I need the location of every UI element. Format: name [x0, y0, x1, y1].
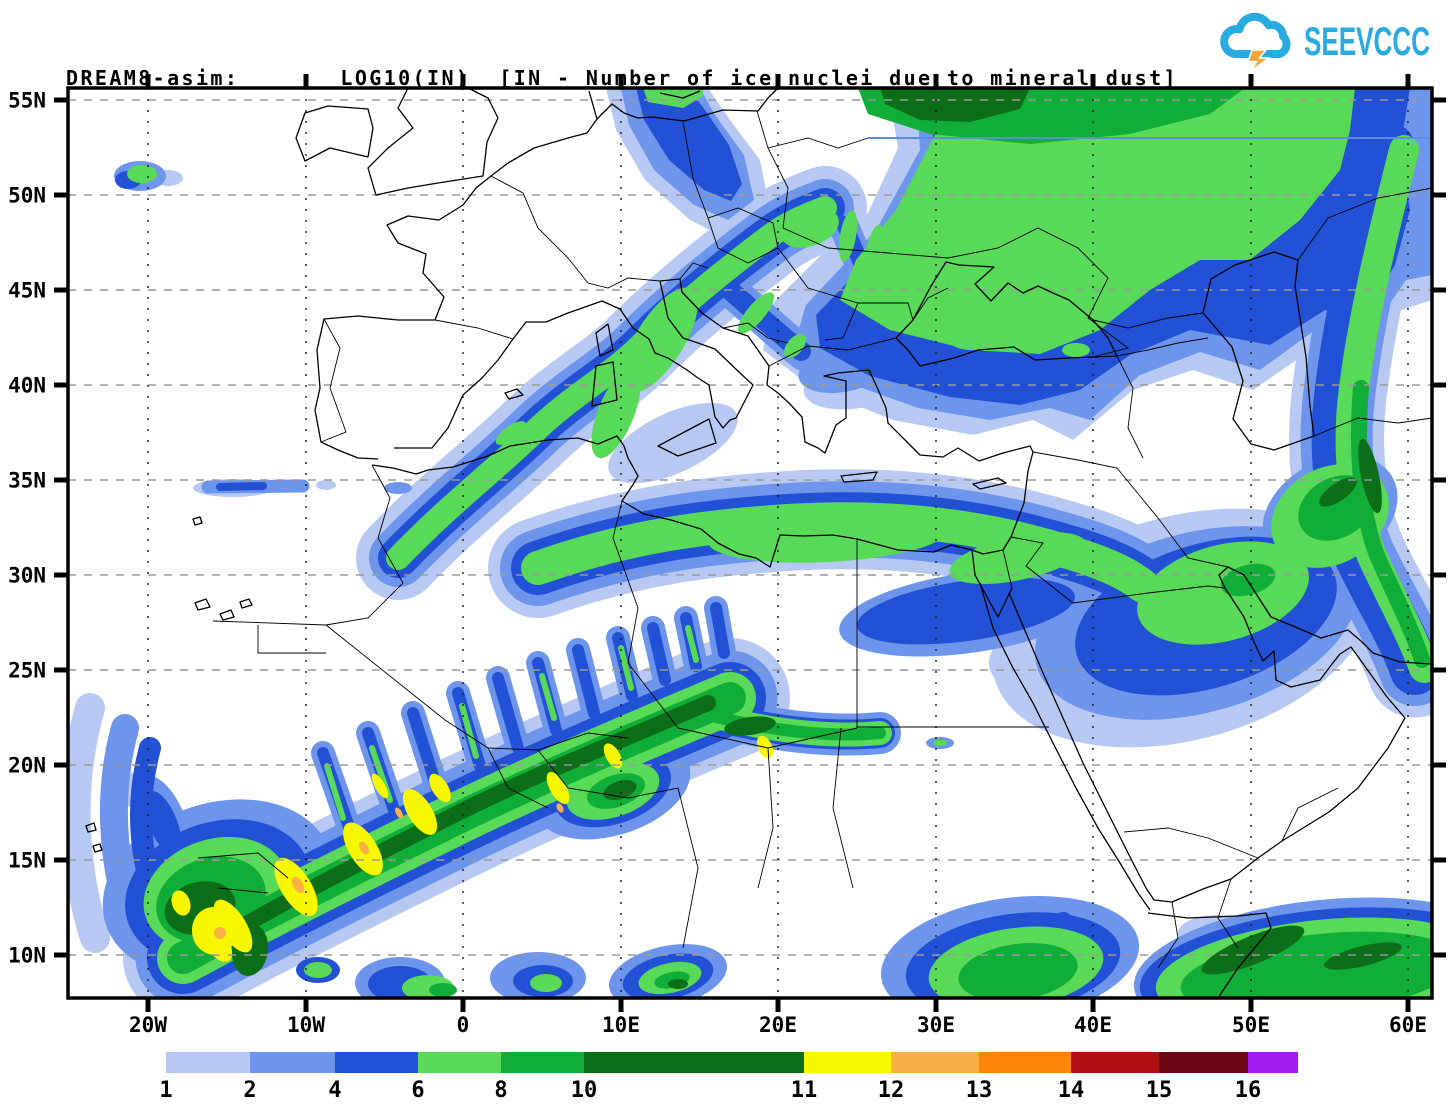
lon-tick-label: 20W: [129, 1013, 167, 1037]
colorbar-segment: [804, 1052, 891, 1073]
colorbar-segment: [979, 1052, 1071, 1073]
colorbar-tick-label: 13: [965, 1078, 993, 1103]
logo-text: SEEVCCC: [1304, 20, 1430, 64]
lat-tick-label: 35N: [8, 469, 46, 493]
colorbar-tick-label: 6: [411, 1078, 425, 1103]
lon-tick-label: 60E: [1389, 1013, 1427, 1037]
colorbar-segment: [501, 1052, 584, 1073]
lat-tick-label: 55N: [8, 89, 46, 113]
colorbar-segment: [250, 1052, 335, 1073]
lon-tick-label: 0: [457, 1013, 470, 1037]
country-borders: [197, 110, 1432, 969]
colorbar-segment: [1071, 1052, 1159, 1073]
lon-tick-label: 10W: [287, 1013, 325, 1037]
lat-tick-label: 50N: [8, 184, 46, 208]
coastlines: [85, 88, 1432, 998]
title-line-1: DREAM8-asim: LOG10(IN) [IN - Number of i…: [66, 66, 1178, 90]
lat-tick-label: 25N: [8, 659, 46, 683]
colorbar-segment: [166, 1052, 250, 1073]
contour-level-8: [214, 803, 564, 939]
latitude-gridlines: [68, 99, 1432, 956]
axis-ticks: [54, 74, 1446, 1012]
lat-tick-label: 20N: [8, 754, 46, 778]
lat-tick-label: 15N: [8, 849, 46, 873]
colorbar-tick-label: 12: [877, 1078, 905, 1103]
lat-tick-label: 40N: [8, 374, 46, 398]
colorbar-legend: 1 2 4 6 8 10 11 12 13 14 15 16: [159, 1052, 1298, 1108]
map-frame: [66, 86, 1434, 1000]
lon-tick-label: 10E: [602, 1013, 640, 1037]
colorbar-segment: [418, 1052, 501, 1073]
colorbar-tick-label: 16: [1234, 1078, 1262, 1103]
colorbar-tick-label: 10: [570, 1078, 598, 1103]
colorbar-segment: [584, 1052, 804, 1073]
lon-tick-label: 40E: [1074, 1013, 1112, 1037]
logo-wordmark: SEEVCCC: [1304, 20, 1430, 64]
colorbar-tick-label: 8: [494, 1078, 508, 1103]
seevccc-logo: SEEVCCC: [1216, 10, 1434, 74]
colorbar-tick-label: 11: [790, 1078, 818, 1103]
cloud-lightning-icon: [1220, 12, 1291, 72]
colorbar-tick-label: 1: [159, 1078, 173, 1103]
colorbar-tick-label: 4: [328, 1078, 342, 1103]
colorbar-segment: [1159, 1052, 1248, 1073]
colorbar-segment: [891, 1052, 979, 1073]
colorbar-tick-label: 15: [1145, 1078, 1173, 1103]
lat-tick-label: 45N: [8, 279, 46, 303]
lon-tick-label: 50E: [1232, 1013, 1270, 1037]
lat-tick-label: 30N: [8, 564, 46, 588]
lat-tick-label: 10N: [8, 944, 46, 968]
lon-tick-label: 20E: [759, 1013, 797, 1037]
colorbar-segment: [1248, 1052, 1298, 1073]
colorbar-segment: [335, 1052, 418, 1073]
contour-level-6-bands: [210, 695, 716, 948]
lon-tick-label: 30E: [917, 1013, 955, 1037]
colorbar-tick-label: 2: [243, 1078, 257, 1103]
colorbar-tick-label: 14: [1057, 1078, 1085, 1103]
map-canvas: [68, 88, 1432, 998]
